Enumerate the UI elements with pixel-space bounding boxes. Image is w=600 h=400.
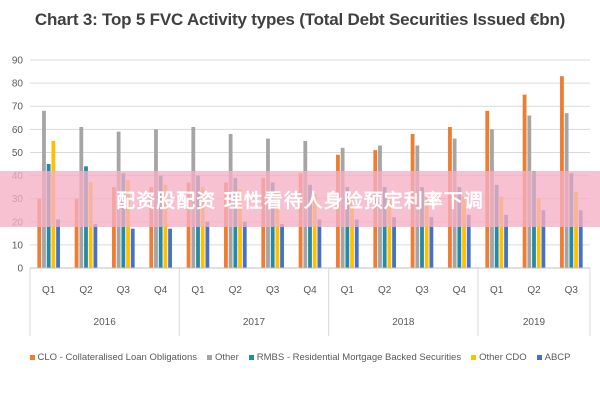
x-tick-label: Q3 — [266, 285, 280, 296]
legend-label: Other — [214, 352, 239, 363]
y-tick-label: 10 — [12, 240, 24, 251]
bar — [168, 228, 172, 268]
legend-swatch — [206, 355, 212, 360]
x-tick-label: Q1 — [341, 285, 355, 296]
legend-label: ABCP — [544, 352, 571, 363]
bar — [205, 221, 210, 268]
bar — [392, 217, 396, 268]
bar — [457, 187, 462, 268]
watermark-banner: 配资股配资 理性看待人身险预定利率下调 — [0, 171, 600, 227]
legend-item: Other CDO — [471, 352, 527, 363]
legend-swatch — [471, 355, 477, 360]
bar — [462, 196, 466, 268]
x-tick-label: Q1 — [42, 285, 56, 296]
bar — [74, 198, 79, 268]
x-tick-label: Q3 — [117, 285, 131, 296]
y-tick-label: 70 — [12, 102, 24, 113]
y-tick-label: 50 — [12, 148, 24, 159]
bar — [420, 187, 424, 268]
bar — [387, 196, 392, 268]
chart-legend: CLO - Collateralised Loan Obligations Oth… — [0, 352, 600, 363]
x-tick-label: Q3 — [415, 285, 429, 296]
legend-label: CLO - Collateralised Loan Obligations — [37, 352, 197, 363]
bar — [130, 228, 135, 268]
x-tick-label: Q4 — [303, 285, 317, 296]
y-tick-label: 80 — [12, 79, 24, 90]
bar — [429, 217, 434, 268]
x-tick-label: Q4 — [453, 285, 467, 296]
bar — [345, 187, 350, 268]
bar — [350, 196, 354, 268]
legend-label: RMBS - Residential Mortgage Backed Secur… — [256, 352, 462, 363]
legend-swatch — [29, 355, 35, 360]
bar — [574, 191, 578, 268]
y-tick-label: 0 — [17, 264, 23, 275]
y-tick-label: 90 — [12, 56, 24, 67]
bar — [382, 187, 387, 268]
x-tick-label: Q2 — [229, 285, 243, 296]
bar — [424, 196, 429, 268]
x-tick-label: Q2 — [79, 285, 93, 296]
legend-item: Other — [206, 352, 239, 363]
bar — [56, 219, 60, 268]
bar — [275, 191, 280, 268]
bar — [112, 187, 116, 268]
legend-swatch — [248, 355, 254, 360]
bar — [578, 210, 583, 268]
x-tick-label: Q1 — [191, 285, 205, 296]
y-tick-label: 60 — [12, 125, 24, 136]
x-tick-label: Q3 — [565, 285, 579, 296]
bar — [317, 219, 322, 268]
bar — [541, 210, 546, 268]
x-group-label: 2018 — [392, 317, 415, 328]
bar — [499, 196, 504, 268]
legend-item: CLO - Collateralised Loan Obligations — [29, 352, 197, 363]
bar — [93, 224, 98, 268]
bar — [238, 189, 242, 268]
legend-item: ABCP — [536, 352, 571, 363]
chart-title: Chart 3: Top 5 FVC Activity types (Total… — [34, 10, 566, 29]
bar — [200, 187, 205, 268]
x-tick-label: Q1 — [490, 285, 504, 296]
x-group-label: 2017 — [243, 317, 266, 328]
legend-swatch — [536, 355, 542, 360]
bar — [504, 214, 508, 268]
x-tick-label: Q2 — [527, 285, 541, 296]
bar — [242, 221, 247, 268]
bar — [37, 198, 42, 268]
x-group-label: 2016 — [94, 317, 117, 328]
bar — [536, 198, 541, 268]
legend-label: Other CDO — [479, 352, 527, 363]
bar — [149, 187, 154, 268]
bar — [280, 224, 284, 268]
bar — [354, 219, 359, 268]
bar — [312, 194, 317, 268]
bar — [466, 214, 471, 268]
x-group-label: 2019 — [523, 317, 546, 328]
legend-item: RMBS - Residential Mortgage Backed Secur… — [248, 352, 462, 363]
x-tick-label: Q4 — [154, 285, 168, 296]
x-tick-label: Q2 — [378, 285, 392, 296]
